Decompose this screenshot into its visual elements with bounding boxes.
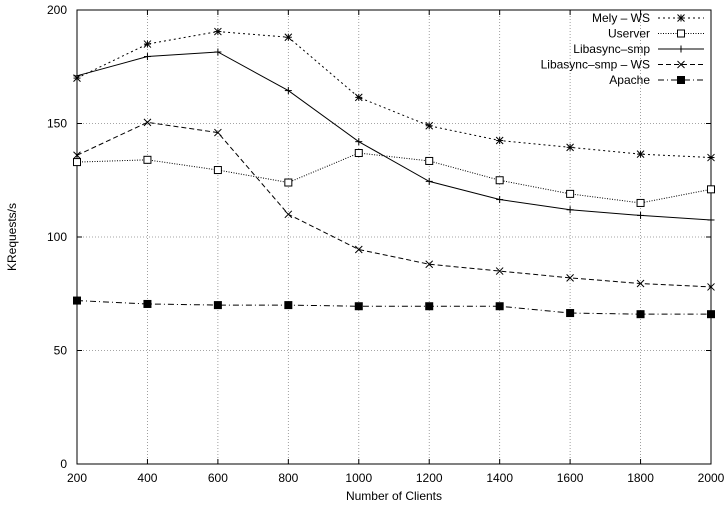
y-tick-label: 200 bbox=[47, 3, 67, 17]
data-point bbox=[707, 185, 715, 194]
series-line bbox=[76, 300, 711, 315]
series-2 bbox=[73, 48, 715, 224]
x-tick-label: 1800 bbox=[627, 471, 654, 485]
data-point bbox=[566, 274, 574, 282]
data-point bbox=[284, 33, 293, 42]
legend-marker bbox=[677, 60, 685, 69]
data-point bbox=[214, 48, 222, 56]
data-point bbox=[213, 166, 222, 175]
data-point bbox=[73, 151, 81, 160]
data-point bbox=[143, 118, 152, 127]
x-axis: 200 400 600 800 1000 1200 1400 1600 1800 2000 bbox=[67, 10, 725, 485]
data-point bbox=[354, 149, 363, 158]
data-point bbox=[214, 27, 222, 36]
y-tick-label: 150 bbox=[47, 117, 67, 131]
series-layer bbox=[73, 27, 715, 319]
data-point bbox=[354, 245, 363, 254]
data-point bbox=[566, 189, 575, 198]
y-tick-label: 50 bbox=[54, 344, 68, 358]
data-point bbox=[425, 302, 434, 311]
data-point bbox=[354, 93, 363, 102]
series-line bbox=[76, 121, 712, 288]
data-point bbox=[425, 156, 434, 165]
data-point bbox=[707, 153, 715, 162]
data-point bbox=[355, 138, 363, 146]
data-point bbox=[566, 309, 575, 318]
legend-label: Libasync–smp bbox=[573, 42, 650, 56]
legend-marker bbox=[677, 45, 685, 53]
data-point bbox=[284, 210, 293, 219]
legend-label: Apache bbox=[609, 73, 650, 87]
data-point bbox=[495, 176, 504, 185]
series-1 bbox=[73, 149, 715, 207]
y-axis: 0 50 100 150 200 bbox=[47, 3, 711, 471]
legend-item: Apache bbox=[609, 73, 704, 87]
series-line bbox=[76, 51, 712, 221]
data-point bbox=[707, 216, 715, 224]
data-point bbox=[143, 155, 152, 164]
y-axis-label: KRequests/s bbox=[5, 203, 19, 271]
legend-marker bbox=[677, 14, 685, 22]
legend-item: Userver bbox=[608, 27, 704, 41]
series-0 bbox=[73, 27, 715, 162]
data-point bbox=[495, 302, 504, 311]
data-point bbox=[425, 121, 434, 130]
x-tick-label: 200 bbox=[67, 471, 87, 485]
x-axis-label: Number of Clients bbox=[346, 489, 442, 503]
legend-item: Mely – WS bbox=[592, 11, 704, 25]
data-point bbox=[284, 87, 292, 95]
legend-label: Mely – WS bbox=[592, 11, 650, 25]
x-tick-label: 1200 bbox=[416, 471, 443, 485]
data-point bbox=[566, 143, 574, 152]
data-point bbox=[143, 53, 151, 61]
data-point bbox=[73, 296, 81, 305]
x-tick-label: 1400 bbox=[486, 471, 513, 485]
data-point bbox=[425, 260, 434, 269]
data-point bbox=[495, 267, 504, 275]
data-point bbox=[425, 177, 433, 185]
data-point bbox=[636, 310, 645, 319]
legend-item: Libasync–smp – WS bbox=[541, 58, 704, 72]
series-line bbox=[76, 31, 712, 159]
y-tick-label: 100 bbox=[47, 230, 67, 244]
data-point bbox=[636, 150, 645, 158]
data-point bbox=[707, 283, 715, 291]
data-point bbox=[73, 72, 81, 80]
data-point bbox=[636, 279, 645, 288]
y-tick-label: 0 bbox=[60, 457, 67, 471]
data-point bbox=[214, 128, 222, 137]
x-tick-label: 1000 bbox=[345, 471, 372, 485]
series-4 bbox=[73, 296, 715, 319]
series-3 bbox=[73, 118, 715, 291]
data-point bbox=[707, 310, 715, 319]
data-point bbox=[637, 211, 645, 219]
x-tick-label: 2000 bbox=[698, 471, 725, 485]
data-point bbox=[284, 178, 293, 187]
series-line bbox=[76, 152, 712, 204]
x-tick-label: 800 bbox=[278, 471, 298, 485]
legend-marker bbox=[677, 76, 685, 84]
x-tick-label: 400 bbox=[137, 471, 157, 485]
x-tick-label: 600 bbox=[208, 471, 228, 485]
grid bbox=[77, 10, 711, 464]
x-tick-label: 1600 bbox=[557, 471, 584, 485]
legend-item: Libasync–smp bbox=[573, 42, 704, 56]
data-point bbox=[354, 302, 363, 311]
data-point bbox=[496, 196, 504, 204]
data-point bbox=[143, 299, 152, 308]
legend-marker bbox=[677, 29, 685, 38]
data-point bbox=[143, 40, 152, 48]
data-point bbox=[636, 198, 645, 207]
data-point bbox=[495, 136, 504, 145]
data-point bbox=[73, 158, 81, 167]
legend-label: Userver bbox=[608, 27, 650, 41]
data-point bbox=[284, 301, 293, 310]
data-point bbox=[566, 206, 574, 214]
data-point bbox=[213, 301, 222, 310]
legend-label: Libasync–smp – WS bbox=[541, 58, 650, 72]
